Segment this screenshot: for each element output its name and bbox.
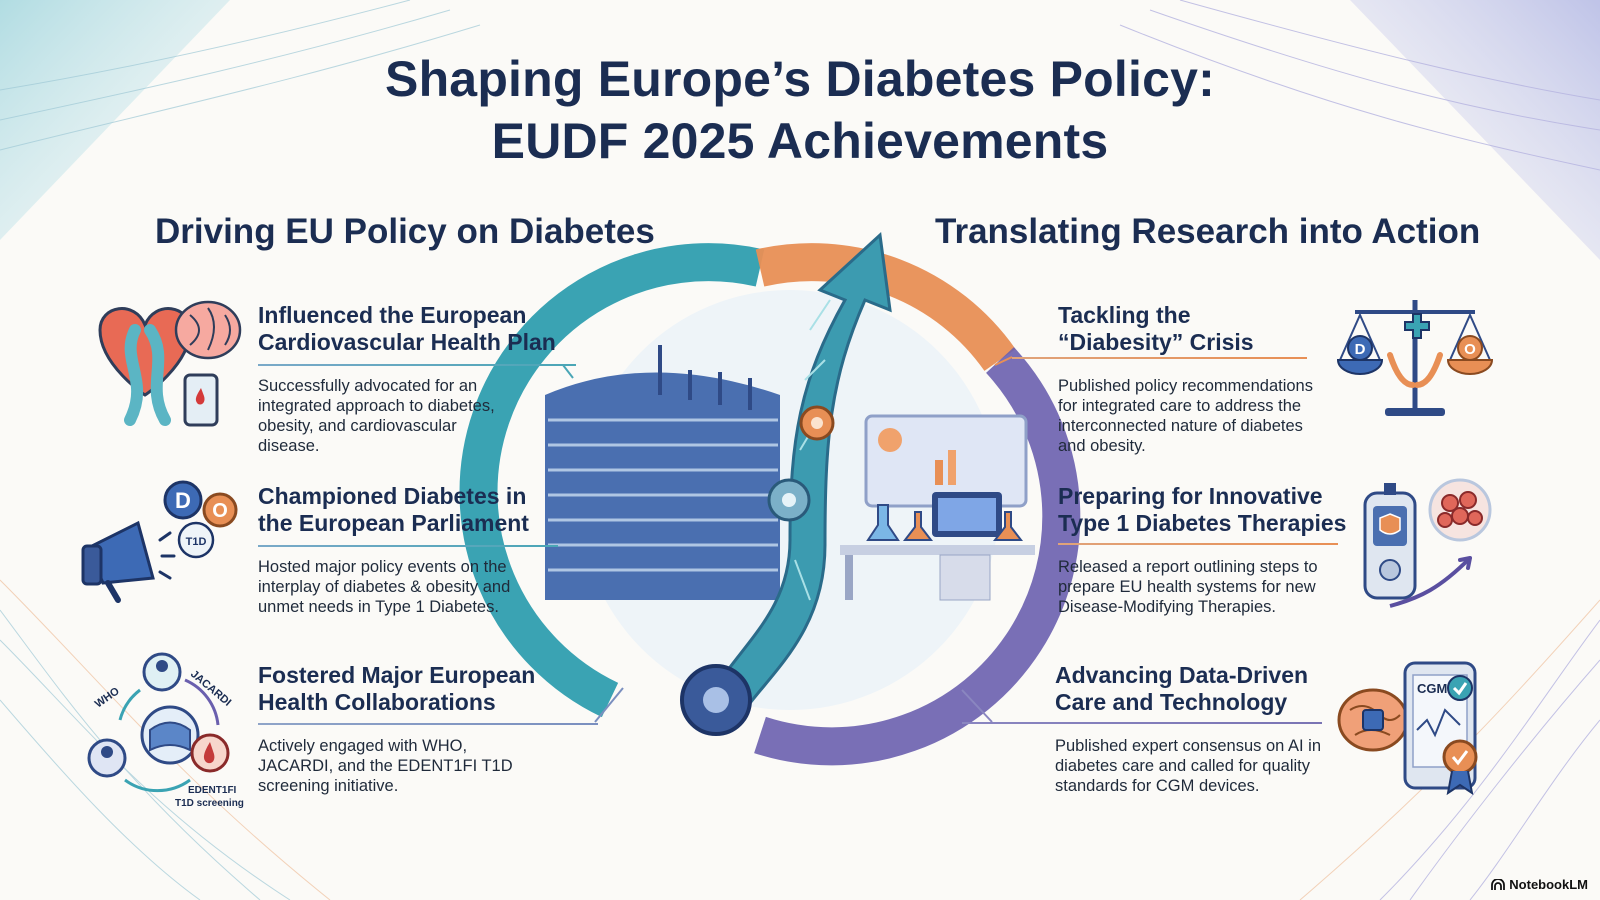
item-text: Released a report outlining steps to pre…: [1058, 558, 1318, 616]
right-item-rule: [1012, 357, 1307, 359]
item-text: Published expert consensus on AI in diab…: [1055, 737, 1322, 795]
item-text: Hosted major policy events on the interp…: [258, 558, 511, 616]
item-heading: Preparing for Innovative Type 1 Diabetes…: [1058, 483, 1347, 536]
right-item-data-driven: Advancing Data-Driven Care and Technolog…: [1055, 662, 1345, 796]
right-item-rule: [1058, 543, 1338, 545]
title-line-1: Shaping Europe’s Diabetes Policy:: [385, 51, 1215, 107]
scale-d-label: D: [1355, 341, 1366, 358]
item-heading: Advancing Data-Driven Care and Technolog…: [1055, 662, 1309, 715]
right-column-heading: Translating Research into Action: [935, 212, 1481, 251]
right-item-therapies: Preparing for Innovative Type 1 Diabetes…: [1058, 483, 1358, 617]
left-item-cardiovascular: Influenced the European Cardiovascular H…: [258, 302, 578, 456]
scale-o-label: O: [1464, 341, 1476, 358]
watermark-text: NotebookLM: [1509, 877, 1588, 892]
t1d-bubble-label: T1D: [186, 536, 207, 548]
item-heading: Championed Diabetes in the European Parl…: [258, 483, 529, 536]
ai-cgm-icon: CGM: [1337, 661, 1478, 796]
right-item-diabesity: Tackling the “Diabesity” Crisis Publishe…: [1058, 302, 1348, 456]
title-line-2: EUDF 2025 Achievements: [491, 113, 1109, 169]
balance-scale-icon: D O: [1336, 300, 1494, 416]
cgm-screen-label: CGM: [1417, 681, 1447, 696]
left-item-rule: [258, 364, 576, 366]
left-item-rule: [258, 723, 598, 725]
edent1fi-label: EDENT1FI: [188, 785, 237, 796]
item-text: Successfully advocated for an integrated…: [258, 377, 495, 455]
glucose-meter-icon: [1363, 478, 1492, 608]
left-item-rule: [258, 545, 558, 547]
notebooklm-logo-icon: [1491, 878, 1506, 890]
item-heading: Fostered Major European Health Collabora…: [258, 662, 536, 715]
heart-brain-ribbon-icon: [98, 300, 242, 427]
right-item-rule: [962, 722, 1322, 724]
item-heading: Influenced the European Cardiovascular H…: [258, 302, 556, 355]
who-label: WHO: [93, 685, 122, 711]
t1d-screening-label: T1D screening: [175, 798, 244, 809]
left-item-parliament: Championed Diabetes in the European Parl…: [258, 483, 548, 617]
item-text: Published policy recommendations for int…: [1058, 377, 1313, 455]
o-bubble-label: O: [212, 500, 228, 522]
left-column-heading: Driving EU Policy on Diabetes: [155, 212, 655, 251]
left-item-collaborations: Fostered Major European Health Collabora…: [258, 662, 558, 796]
central-cycle-graphic: [459, 231, 1081, 766]
collaboration-network-icon: WHO JACARDI EDENT1FI T1D screening: [87, 652, 244, 809]
item-heading: Tackling the “Diabesity” Crisis: [1058, 302, 1254, 355]
d-bubble-label: D: [175, 488, 191, 513]
page-title: Shaping Europe’s Diabetes Policy: EUDF 2…: [0, 48, 1600, 172]
item-text: Actively engaged with WHO, JACARDI, and …: [258, 737, 513, 795]
notebooklm-watermark: NotebookLM: [1491, 877, 1588, 892]
megaphone-icon: D O T1D: [81, 480, 238, 603]
